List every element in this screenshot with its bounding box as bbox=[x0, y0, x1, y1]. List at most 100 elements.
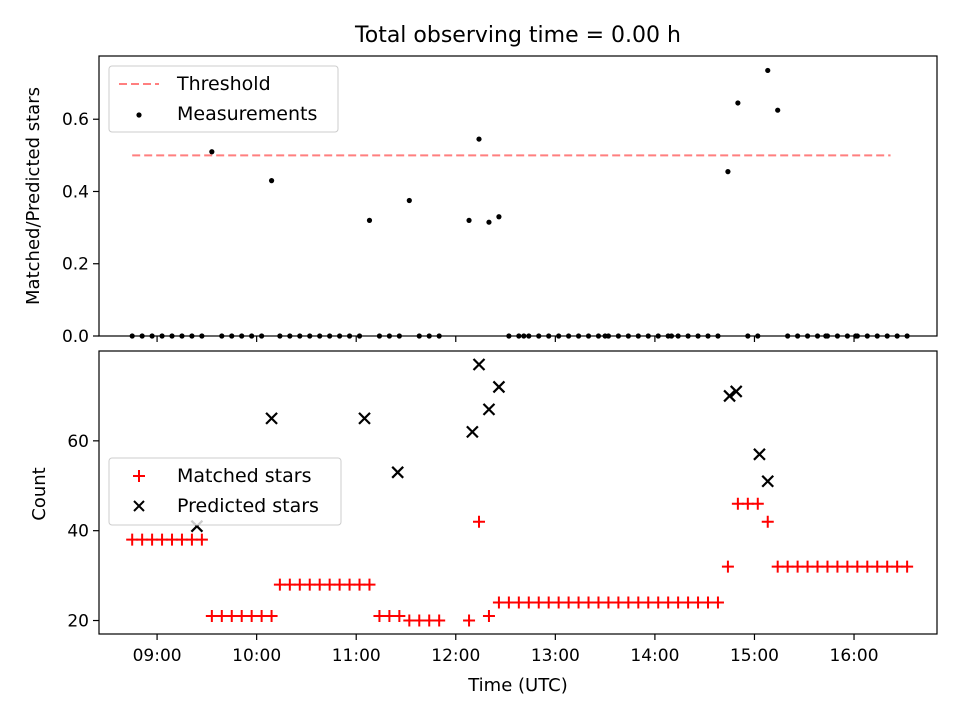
bottom-y-tick-label: 40 bbox=[67, 522, 89, 542]
matched-star-point bbox=[482, 610, 495, 623]
bottom-legend-frame bbox=[108, 457, 342, 526]
measurement-point bbox=[566, 333, 572, 339]
measurement-point bbox=[386, 333, 392, 339]
bottom-x-axis: 09:00 10:00 11:00 12:00 13:00 14:00 15:00 16:00 bbox=[133, 634, 879, 666]
predicted-star-point bbox=[265, 412, 278, 425]
measurement-point bbox=[615, 333, 621, 339]
measurement-point bbox=[575, 333, 582, 339]
measurement-point bbox=[139, 333, 145, 339]
measurement-point bbox=[229, 333, 235, 339]
bottom-y-axis-label: Count bbox=[29, 467, 50, 520]
measurement-point bbox=[602, 333, 608, 339]
measurement-point bbox=[337, 333, 343, 339]
predicted-star-point bbox=[472, 358, 486, 371]
measurement-point bbox=[645, 333, 651, 339]
measurement-point bbox=[356, 333, 363, 339]
measurement-point bbox=[436, 333, 442, 339]
measurement-point bbox=[376, 333, 383, 339]
legend-measurements-label: Measurements bbox=[177, 103, 317, 125]
matched-stars-series bbox=[126, 497, 914, 627]
predicted-star-point bbox=[492, 380, 506, 394]
measurement-point bbox=[695, 333, 701, 339]
measurement-point bbox=[874, 333, 880, 339]
legend-predicted-swatch bbox=[133, 500, 145, 512]
measurement-point bbox=[516, 333, 522, 339]
predicted-star-point bbox=[466, 425, 479, 439]
measurement-point bbox=[346, 333, 353, 339]
measurement-point bbox=[496, 214, 502, 220]
measurement-point bbox=[725, 169, 731, 175]
legend-matched-swatch bbox=[133, 470, 145, 482]
measurement-point bbox=[556, 333, 562, 339]
matched-star-point bbox=[363, 578, 376, 591]
matched-star-point bbox=[901, 560, 914, 573]
measurement-point bbox=[823, 333, 829, 339]
matched-star-point bbox=[463, 614, 476, 627]
measurement-point bbox=[685, 333, 691, 339]
legend-measurements-swatch bbox=[136, 112, 142, 118]
measurement-point bbox=[526, 333, 532, 339]
bottom-panel: 20 40 60 09:00 10:00 11:00 12:00 13:00 14:00 15:… bbox=[29, 350, 938, 696]
measurement-point bbox=[705, 333, 711, 339]
measurement-point bbox=[268, 178, 275, 184]
measurement-point bbox=[853, 333, 859, 339]
x-tick-label: 10:00 bbox=[232, 646, 281, 666]
measurements-series bbox=[129, 67, 910, 339]
measurement-point bbox=[239, 333, 245, 339]
measurement-point bbox=[169, 333, 175, 339]
measurement-point bbox=[521, 333, 527, 339]
measurement-point bbox=[894, 333, 900, 339]
x-tick-label: 14:00 bbox=[630, 646, 679, 666]
x-axis-label: Time (UTC) bbox=[467, 675, 568, 696]
chart-title: Total observing time = 0.00 h bbox=[354, 23, 681, 48]
x-tick-label: 11:00 bbox=[332, 646, 381, 666]
measurement-point bbox=[668, 333, 675, 339]
bottom-y-axis: 20 40 60 bbox=[67, 432, 99, 632]
top-legend-frame bbox=[108, 65, 339, 133]
measurement-point bbox=[159, 333, 165, 339]
matched-star-point bbox=[433, 614, 446, 627]
measurement-point bbox=[327, 333, 333, 339]
measurement-point bbox=[189, 333, 195, 339]
measurement-point bbox=[307, 333, 313, 339]
measurement-point bbox=[476, 136, 482, 142]
matched-star-point bbox=[195, 533, 208, 546]
matched-star-point bbox=[721, 560, 734, 573]
top-y-axis: 0.0 0.2 0.4 0.6 bbox=[62, 110, 99, 347]
measurement-point bbox=[625, 333, 631, 339]
measurement-point bbox=[785, 333, 791, 339]
top-y-tick-label: 0.4 bbox=[62, 182, 89, 202]
measurement-point bbox=[486, 219, 492, 225]
measurement-point bbox=[396, 333, 402, 339]
measurement-point bbox=[765, 67, 771, 74]
measurement-point bbox=[715, 333, 721, 339]
measurement-point bbox=[277, 333, 283, 339]
measurement-point bbox=[635, 333, 641, 339]
measurement-point bbox=[179, 333, 185, 339]
x-tick-label: 16:00 bbox=[830, 646, 879, 666]
predicted-star-point bbox=[729, 385, 743, 398]
legend-threshold-label: Threshold bbox=[176, 73, 271, 95]
matched-star-point bbox=[751, 497, 764, 510]
predicted-star-point bbox=[761, 474, 775, 488]
measurement-point bbox=[259, 333, 265, 339]
measurement-point bbox=[199, 333, 205, 339]
matched-star-point bbox=[393, 610, 406, 623]
x-tick-label: 09:00 bbox=[133, 646, 182, 666]
measurement-point bbox=[506, 333, 512, 339]
measurement-point bbox=[595, 333, 602, 339]
measurement-point bbox=[775, 107, 781, 113]
measurement-point bbox=[287, 333, 293, 339]
measurement-point bbox=[735, 100, 741, 106]
x-tick-label: 15:00 bbox=[730, 646, 779, 666]
x-tick-label: 13:00 bbox=[531, 646, 580, 666]
measurement-point bbox=[426, 333, 432, 339]
measurement-point bbox=[675, 333, 681, 339]
measurement-point bbox=[219, 333, 225, 339]
top-panel: 0.0 0.2 0.4 0.6 Matched/Predicted stars Thr… bbox=[23, 55, 938, 347]
matched-star-point bbox=[265, 610, 278, 623]
measurement-point bbox=[814, 333, 821, 339]
predicted-stars-series bbox=[190, 358, 775, 533]
measurement-point bbox=[795, 333, 801, 339]
